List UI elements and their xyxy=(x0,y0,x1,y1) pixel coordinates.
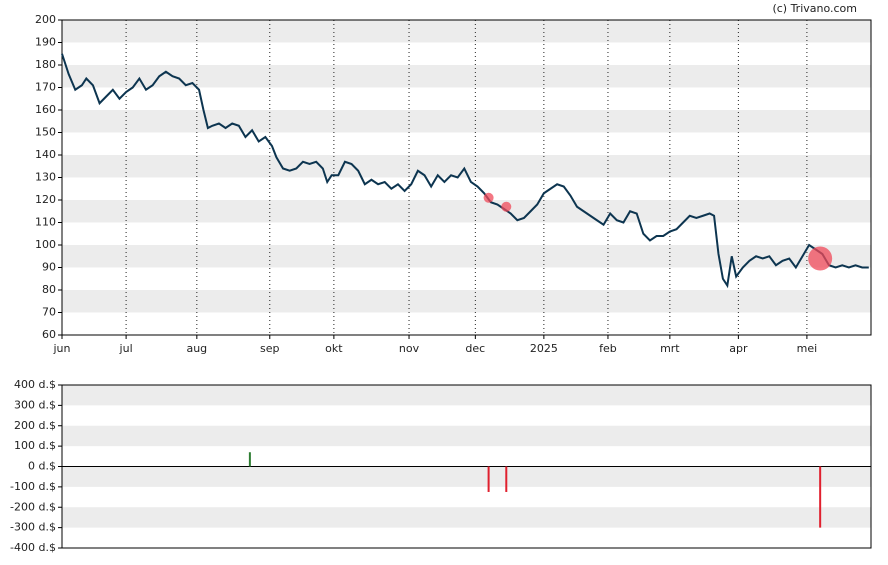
y-tick-label: 160 xyxy=(35,103,56,116)
x-tick-label: mei xyxy=(797,342,818,355)
x-tick-label: sep xyxy=(260,342,279,355)
grid-band xyxy=(62,385,871,406)
y-tick-label: 170 xyxy=(35,81,56,94)
y-tick-label: 100 d.$ xyxy=(14,439,56,452)
trade-marker xyxy=(501,201,512,212)
credit: (c) Trivano.com xyxy=(772,2,857,15)
plot-frame xyxy=(61,19,872,336)
trade-marker xyxy=(808,246,833,271)
y-tick-label: 140 xyxy=(35,148,56,161)
y-tick-label: 400 d.$ xyxy=(14,378,56,391)
grid-band xyxy=(62,466,871,487)
x-tick-label: aug xyxy=(186,342,207,355)
trade-marker xyxy=(483,192,494,203)
y-tick-label: -400 d.$ xyxy=(10,541,56,554)
y-tick-label: 90 xyxy=(42,261,56,274)
y-tick-label: 80 xyxy=(42,283,56,296)
x-tick-label: dec xyxy=(465,342,485,355)
grid-band xyxy=(62,110,871,133)
x-tick-label: jun xyxy=(53,342,71,355)
y-tick-label: 100 xyxy=(35,238,56,251)
y-tick-label: 0 d.$ xyxy=(28,460,56,473)
y-tick-label: -100 d.$ xyxy=(10,480,56,493)
x-tick-label: feb xyxy=(599,342,617,355)
grid-band xyxy=(62,20,871,43)
y-tick-label: 60 xyxy=(42,328,56,341)
y-tick-label: -300 d.$ xyxy=(10,521,56,534)
x-tick-label: jul xyxy=(119,342,133,355)
y-tick-label: 70 xyxy=(42,306,56,319)
y-tick-label: 130 xyxy=(35,171,56,184)
x-tick-label: nov xyxy=(399,342,420,355)
y-tick-label: 200 d.$ xyxy=(14,419,56,432)
y-tick-label: 190 xyxy=(35,36,56,49)
grid-band xyxy=(62,200,871,223)
y-tick-label: 150 xyxy=(35,126,56,139)
y-tick-label: 200 xyxy=(35,13,56,26)
grid-band xyxy=(62,155,871,178)
y-tick-label: -200 d.$ xyxy=(10,500,56,513)
price-line xyxy=(61,53,869,289)
grid-band xyxy=(62,507,871,528)
bar xyxy=(505,466,508,492)
x-tick-label: okt xyxy=(325,342,343,355)
grid-band xyxy=(62,245,871,268)
bar xyxy=(819,466,822,528)
x-tick-label: 2025 xyxy=(530,342,558,355)
y-tick-label: 180 xyxy=(35,58,56,71)
x-tick-label: apr xyxy=(729,342,748,355)
bar xyxy=(248,452,251,467)
y-tick-label: 110 xyxy=(35,216,56,229)
grid-band xyxy=(62,290,871,313)
x-tick-label: mrt xyxy=(660,342,680,355)
y-tick-label: 300 d.$ xyxy=(14,398,56,411)
grid-band xyxy=(62,65,871,88)
bar xyxy=(487,466,490,492)
y-tick-label: 120 xyxy=(35,193,56,206)
grid-band xyxy=(62,425,871,447)
